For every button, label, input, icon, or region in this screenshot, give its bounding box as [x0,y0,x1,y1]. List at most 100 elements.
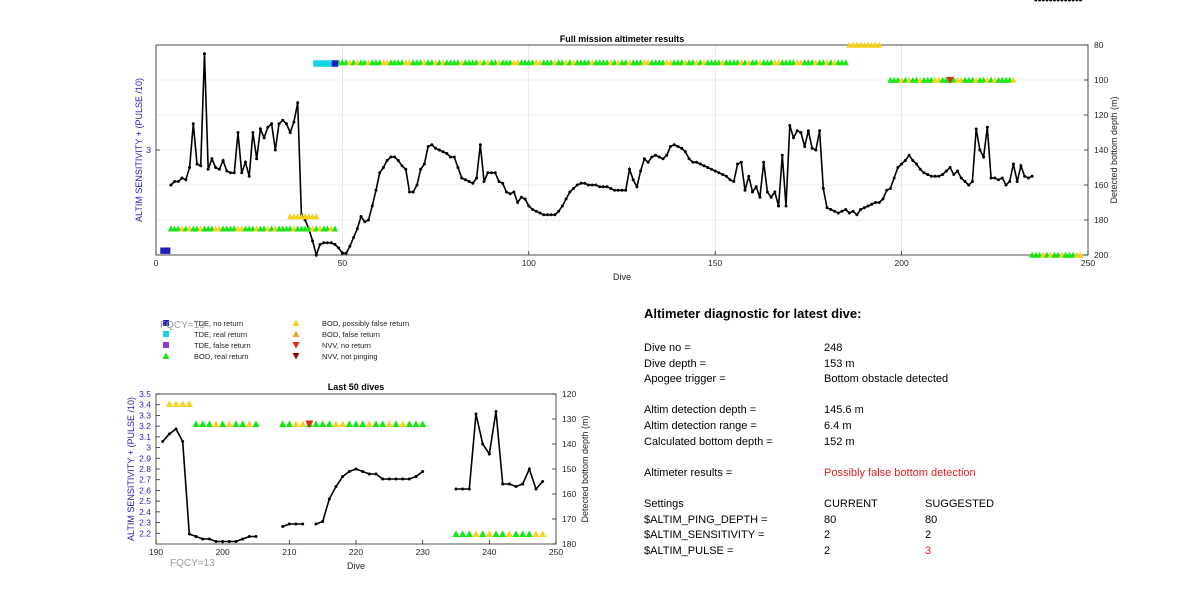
depth-point [169,183,173,187]
bod-marker [225,420,233,428]
depth-point [892,176,896,180]
depth-point [683,150,687,154]
x-tick-label: 190 [149,547,163,557]
depth-point [217,167,221,171]
bod-marker [279,420,287,428]
depth-point [1064,0,1068,2]
depth-point [292,120,296,124]
depth-point [247,174,251,178]
y-left-tick-label: 2.5 [139,496,151,506]
depth-point [534,209,538,213]
depth-point [1079,0,1083,2]
depth-point [780,153,784,157]
depth-point [531,208,535,211]
depth-point [173,180,177,183]
fqcy-label: FQCY=13 [170,558,215,569]
depth-point [394,477,398,481]
bod-marker [252,420,260,428]
depth-point [236,131,240,134]
depth-point [982,155,986,159]
depth-point [414,475,418,478]
depth-point [874,201,878,204]
y-right-tick-label: 150 [562,464,576,474]
depth-point [1011,162,1015,166]
depth-point [642,157,646,161]
bod-marker [479,530,487,538]
depth-point [187,532,191,536]
depth-point [829,208,833,211]
depth-point [903,159,907,162]
bod-marker [379,420,387,428]
depth-point [527,204,531,208]
depth-point [631,178,635,182]
bod-marker [332,420,340,428]
depth-point [475,176,479,180]
settings-header-row: Settings CURRENT SUGGESTED [644,497,1164,513]
depth-point [207,537,211,541]
depth-point [765,190,769,194]
depth-point [456,166,460,169]
diagnostic-heading: Altimeter diagnostic for latest dive: [644,306,862,321]
depth-point [301,522,305,526]
depth-point [698,162,702,166]
x-tick-label: 220 [349,547,363,557]
depth-point [844,208,848,211]
depth-point [795,129,799,133]
full-mission-ylabel-left: ALTIM SENSITIVITY + (PULSE /10) [134,78,144,222]
depth-point [929,174,933,178]
depth-point [534,487,538,491]
depth-point [956,169,960,173]
depth-point [374,188,378,192]
x-tick-label: 250 [1081,258,1095,268]
depth-point [937,174,941,178]
depth-point [717,171,721,175]
depth-point [355,227,359,231]
depth-point [668,145,672,148]
bod-marker [499,530,507,538]
depth-point [613,188,617,192]
depth-point [926,173,930,176]
depth-point [314,522,318,526]
depth-point [665,153,669,157]
depth-point [241,537,245,541]
depth-point [201,537,205,541]
depth-point [482,180,486,183]
x-tick-label: 240 [482,547,496,557]
depth-point [354,467,358,471]
depth-point [363,220,367,224]
depth-point [542,213,546,217]
bod-marker [185,400,193,408]
dive-depth-row: Dive depth = 153 m [644,357,1164,373]
bod-marker [239,420,247,428]
depth-point [750,190,754,194]
depth-point [583,181,587,185]
bod-marker [505,530,513,538]
altim-det-range-row: Altim detection range = 6.4 m [644,419,1164,435]
bod-marker [512,530,520,538]
depth-point [396,159,400,162]
depth-point [866,204,870,208]
bod-marker [539,530,547,538]
depth-point [806,129,810,133]
depth-point [254,535,258,538]
depth-point [493,171,497,175]
depth-point [340,251,344,255]
depth-point [541,480,545,483]
tde-marker [316,60,324,67]
depth-point [487,452,491,456]
depth-point [661,157,665,161]
depth-point [437,148,441,152]
depth-point [1049,0,1053,2]
depth-point [1015,180,1019,183]
depth-point [404,167,408,171]
settings-current-header: CURRENT [824,497,878,510]
sensitivity-label: $ALTIM_SENSITIVITY = [644,529,765,542]
bod-marker [359,420,367,428]
ping-depth-label: $ALTIM_PING_DEPTH = [644,513,768,526]
bod-marker [319,420,327,428]
depth-point [434,146,438,150]
depth-point [378,171,382,175]
depth-point [654,153,658,157]
depth-point [507,482,511,486]
